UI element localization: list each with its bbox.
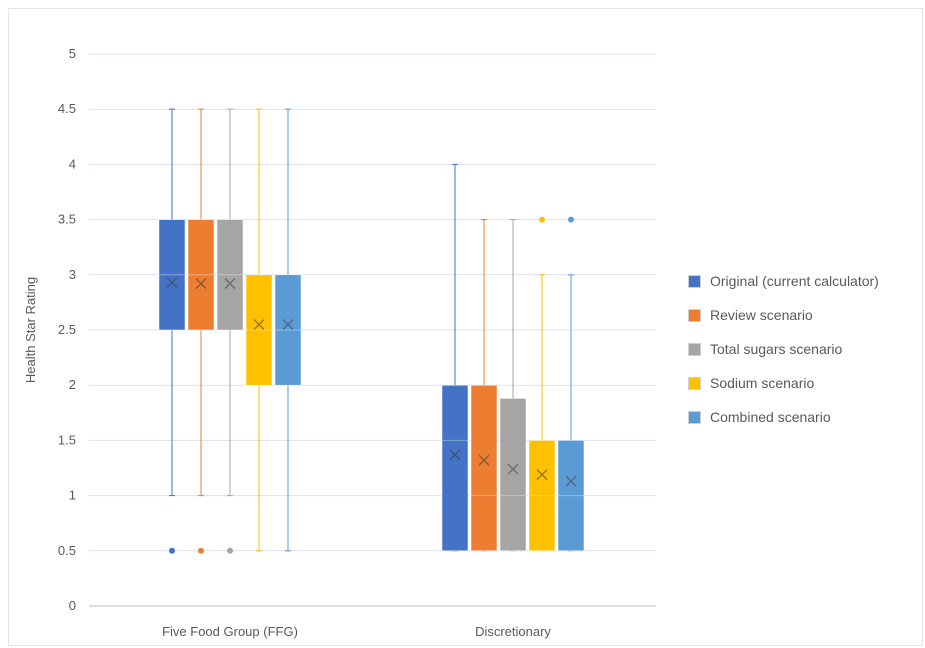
mean-marker — [536, 469, 548, 481]
mean-marker — [478, 454, 490, 466]
outlier-point — [568, 216, 574, 223]
mean-marker — [282, 319, 294, 330]
mean-marker — [449, 449, 461, 461]
box — [216, 219, 244, 331]
y-tick-label: 2.5 — [58, 322, 76, 337]
box — [470, 384, 498, 552]
legend-label: Combined scenario — [710, 409, 831, 425]
y-tick-label: 1 — [69, 488, 76, 503]
legend-swatch — [688, 410, 701, 424]
legend-item: Combined scenario — [688, 400, 879, 434]
legend-label: Total sugars scenario — [710, 341, 843, 357]
mean-marker — [224, 278, 236, 290]
y-tick-label: 4 — [69, 156, 76, 171]
outlier-point — [539, 216, 545, 223]
legend-swatch — [688, 342, 701, 356]
y-tick-label: 0 — [69, 598, 76, 613]
box — [499, 398, 527, 552]
mean-marker — [507, 463, 519, 475]
x-category-label: Discretionary — [475, 624, 551, 639]
legend-item: Total sugars scenario — [688, 332, 879, 366]
box — [557, 440, 585, 552]
x-category-label: Five Food Group (FFG) — [162, 624, 298, 639]
chart-plot: 0 0.5 1 1.5 2 2.5 3 3.5 4 4.5 5 Health Star Rating F… — [23, 46, 656, 639]
mean-marker — [195, 278, 207, 290]
mean-marker — [565, 475, 577, 487]
legend-item: Original (current calculator) — [688, 264, 879, 298]
legend-item: Review scenario — [688, 298, 879, 332]
box — [245, 274, 273, 386]
y-tick-label: 2 — [69, 377, 76, 392]
mean-marker — [166, 277, 178, 288]
y-tick-label: 0.5 — [58, 543, 76, 558]
y-tick-label: 3.5 — [58, 212, 76, 227]
outlier-point — [169, 547, 175, 554]
outlier-point — [198, 547, 204, 554]
legend-label: Original (current calculator) — [710, 273, 879, 289]
box — [274, 274, 302, 386]
legend-swatch — [688, 308, 701, 322]
y-tick-label: 5 — [69, 46, 76, 61]
legend: Original (current calculator) Review scen… — [688, 264, 879, 434]
legend-label: Sodium scenario — [710, 375, 815, 391]
legend-label: Review scenario — [710, 307, 813, 323]
box — [158, 219, 186, 331]
box — [187, 219, 215, 331]
legend-swatch — [688, 376, 701, 390]
legend-swatch — [688, 274, 701, 288]
y-tick-label: 4.5 — [58, 101, 76, 116]
outlier-point — [227, 547, 233, 554]
box — [528, 440, 556, 552]
y-axis-title: Health Star Rating — [23, 277, 38, 383]
y-tick-label: 3 — [69, 267, 76, 282]
mean-marker — [253, 319, 265, 330]
chart-area: 0 0.5 1 1.5 2 2.5 3 3.5 4 4.5 5 Health Star Rating F… — [8, 8, 923, 646]
legend-item: Sodium scenario — [688, 366, 879, 400]
y-tick-label: 1.5 — [58, 432, 76, 447]
box — [441, 384, 469, 552]
